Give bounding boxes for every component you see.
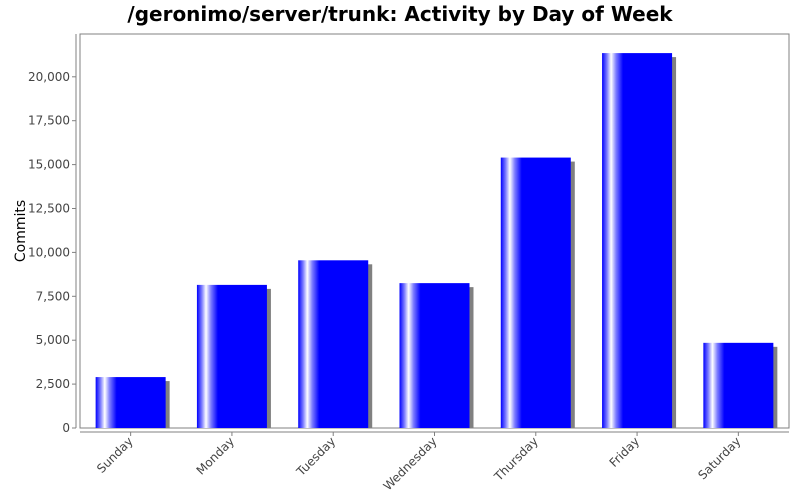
bar-sunday [95,377,166,428]
x-tick-label: Friday [607,434,643,470]
y-axis: 0 2,500 5,000 7,500 10,000 12,500 15,000 17,500… [28,34,77,435]
x-axis: Sunday Monday Tuesday Wednesday Thursday Frid… [80,431,789,493]
y-tick-label: 17,500 [28,114,70,128]
y-tick-label: 12,500 [28,202,70,216]
y-tick-label: 15,000 [28,158,70,172]
y-tick-label: 5,000 [36,333,70,347]
bar-thursday [500,157,571,429]
y-tick-label: 0 [62,421,70,435]
bars-group [95,53,778,429]
x-tick-label: Tuesday [293,434,338,479]
y-tick-label: 20,000 [28,70,70,84]
bar-wednesday [399,283,470,428]
y-tick-label: 10,000 [28,245,70,259]
bar-saturday [703,342,774,428]
x-tick-label: Sunday [94,434,136,476]
y-axis-title: Commits [13,200,29,262]
bar-monday [196,284,267,428]
x-tick-label: Saturday [695,434,743,482]
x-tick-label: Monday [194,434,237,477]
chart-title: /geronimo/server/trunk: Activity by Day … [127,2,673,26]
bar-tuesday [298,260,369,428]
y-tick-label: 2,500 [36,377,70,391]
y-tick-label: 7,500 [36,289,70,303]
x-tick-label: Thursday [491,434,541,484]
bar-friday [602,53,673,429]
x-tick-label: Wednesday [381,434,440,493]
